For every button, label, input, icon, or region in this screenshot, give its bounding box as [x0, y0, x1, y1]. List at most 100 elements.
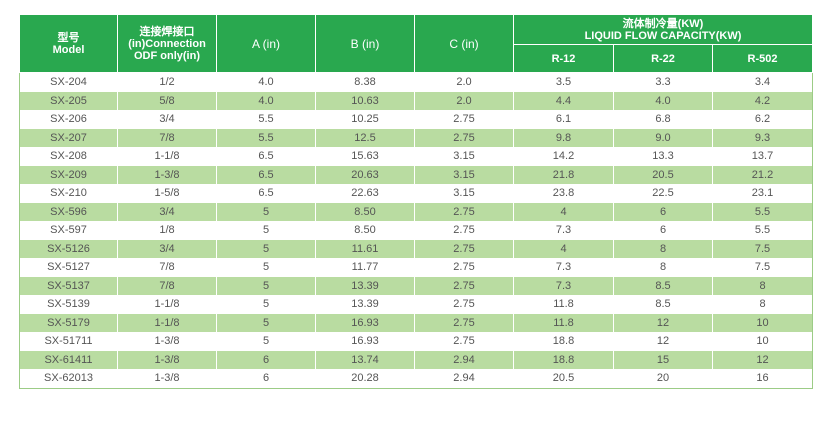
cell-a: 6 [216, 350, 316, 369]
cell-c: 2.75 [414, 128, 514, 147]
cell-c: 2.0 [414, 72, 514, 92]
cell-r22: 6.8 [613, 110, 713, 129]
cell-connection: 1-1/8 [117, 313, 217, 332]
cell-r22: 20 [613, 369, 713, 389]
cell-b: 13.39 [315, 276, 415, 295]
cell-model: SX-5126 [19, 239, 118, 258]
cell-r12: 21.8 [513, 165, 614, 184]
cell-a: 6.5 [216, 165, 316, 184]
cell-b: 16.93 [315, 313, 415, 332]
cell-b: 20.28 [315, 369, 415, 389]
cell-c: 2.75 [414, 295, 514, 314]
header-r502: R-502 [712, 44, 813, 73]
table-header: 型号 Model 连接焊接口 (in)Connection ODF only(i… [19, 14, 813, 73]
table-row: SX-5127 7/8 5 11.77 2.75 7.3 8 7.5 [19, 258, 813, 277]
cell-a: 5 [216, 202, 316, 221]
cell-connection: 1-3/8 [117, 350, 217, 369]
table-row: SX-206 3/4 5.5 10.25 2.75 6.1 6.8 6.2 [19, 110, 813, 129]
cell-a: 6.5 [216, 147, 316, 166]
cell-r502: 4.2 [712, 91, 813, 110]
cell-a: 4.0 [216, 72, 316, 92]
cell-c: 2.75 [414, 221, 514, 240]
header-capacity: 流体制冷量(KW) LIQUID FLOW CAPACITY(KW) [513, 14, 813, 45]
cell-connection: 1-5/8 [117, 184, 217, 203]
cell-c: 3.15 [414, 147, 514, 166]
cell-a: 5 [216, 258, 316, 277]
cell-model: SX-5139 [19, 295, 118, 314]
cell-b: 16.93 [315, 332, 415, 351]
cell-r12: 4.4 [513, 91, 614, 110]
cell-connection: 7/8 [117, 128, 217, 147]
table-row: SX-204 1/2 4.0 8.38 2.0 3.5 3.3 3.4 [19, 72, 813, 92]
spec-table: 型号 Model 连接焊接口 (in)Connection ODF only(i… [19, 14, 813, 389]
cell-r12: 14.2 [513, 147, 614, 166]
header-model-cn: 型号 [57, 31, 80, 44]
cell-r22: 8.5 [613, 276, 713, 295]
cell-model: SX-597 [19, 221, 118, 240]
table-row: SX-5126 3/4 5 11.61 2.75 4 8 7.5 [19, 239, 813, 258]
cell-model: SX-51711 [19, 332, 118, 351]
header-connection: 连接焊接口 (in)Connection ODF only(in) [117, 14, 217, 73]
header-r12: R-12 [513, 44, 614, 73]
cell-model: SX-5179 [19, 313, 118, 332]
cell-r502: 10 [712, 332, 813, 351]
cell-a: 5 [216, 276, 316, 295]
cell-r12: 11.8 [513, 295, 614, 314]
cell-connection: 1-1/8 [117, 295, 217, 314]
cell-b: 22.63 [315, 184, 415, 203]
cell-r502: 5.5 [712, 202, 813, 221]
cell-connection: 3/4 [117, 110, 217, 129]
cell-a: 5.5 [216, 110, 316, 129]
cell-r502: 21.2 [712, 165, 813, 184]
cell-r12: 6.1 [513, 110, 614, 129]
table-row: SX-5179 1-1/8 5 16.93 2.75 11.8 12 10 [19, 313, 813, 332]
table-body: SX-204 1/2 4.0 8.38 2.0 3.5 3.3 3.4 SX-205 5/8 4.0… [19, 72, 813, 389]
cell-r22: 13.3 [613, 147, 713, 166]
cell-r12: 7.3 [513, 276, 614, 295]
table-row: SX-597 1/8 5 8.50 2.75 7.3 6 5.5 [19, 221, 813, 240]
cell-a: 5 [216, 313, 316, 332]
header-c: C (in) [414, 14, 514, 73]
table-row: SX-61411 1-3/8 6 13.74 2.94 18.8 15 12 [19, 350, 813, 369]
cell-r12: 4 [513, 239, 614, 258]
cell-connection: 1-3/8 [117, 165, 217, 184]
cell-b: 10.63 [315, 91, 415, 110]
cell-r22: 8 [613, 239, 713, 258]
cell-r502: 7.5 [712, 258, 813, 277]
cell-r502: 10 [712, 313, 813, 332]
table-row: SX-51711 1-3/8 5 16.93 2.75 18.8 12 10 [19, 332, 813, 351]
cell-b: 20.63 [315, 165, 415, 184]
cell-r22: 6 [613, 221, 713, 240]
cell-a: 6.5 [216, 184, 316, 203]
cell-c: 2.75 [414, 202, 514, 221]
cell-a: 5 [216, 239, 316, 258]
cell-b: 15.63 [315, 147, 415, 166]
cell-r12: 18.8 [513, 350, 614, 369]
cell-b: 10.25 [315, 110, 415, 129]
cell-connection: 1/2 [117, 72, 217, 92]
header-connection-en-1: (in)Connection [128, 37, 206, 50]
cell-a: 5.5 [216, 128, 316, 147]
cell-r12: 23.8 [513, 184, 614, 203]
cell-r22: 8.5 [613, 295, 713, 314]
cell-model: SX-210 [19, 184, 118, 203]
cell-connection: 1-3/8 [117, 332, 217, 351]
header-capacity-en: LIQUID FLOW CAPACITY(KW) [584, 29, 742, 42]
cell-r22: 22.5 [613, 184, 713, 203]
cell-b: 8.38 [315, 72, 415, 92]
cell-b: 13.74 [315, 350, 415, 369]
cell-r22: 12 [613, 332, 713, 351]
table-row: SX-208 1-1/8 6.5 15.63 3.15 14.2 13.3 13.7 [19, 147, 813, 166]
cell-connection: 5/8 [117, 91, 217, 110]
cell-model: SX-61411 [19, 350, 118, 369]
cell-c: 3.15 [414, 184, 514, 203]
cell-b: 8.50 [315, 221, 415, 240]
cell-r502: 3.4 [712, 72, 813, 92]
cell-c: 2.94 [414, 350, 514, 369]
cell-c: 2.75 [414, 313, 514, 332]
cell-model: SX-5137 [19, 276, 118, 295]
cell-r12: 7.3 [513, 221, 614, 240]
cell-model: SX-208 [19, 147, 118, 166]
header-model: 型号 Model [19, 14, 118, 73]
cell-c: 2.75 [414, 276, 514, 295]
